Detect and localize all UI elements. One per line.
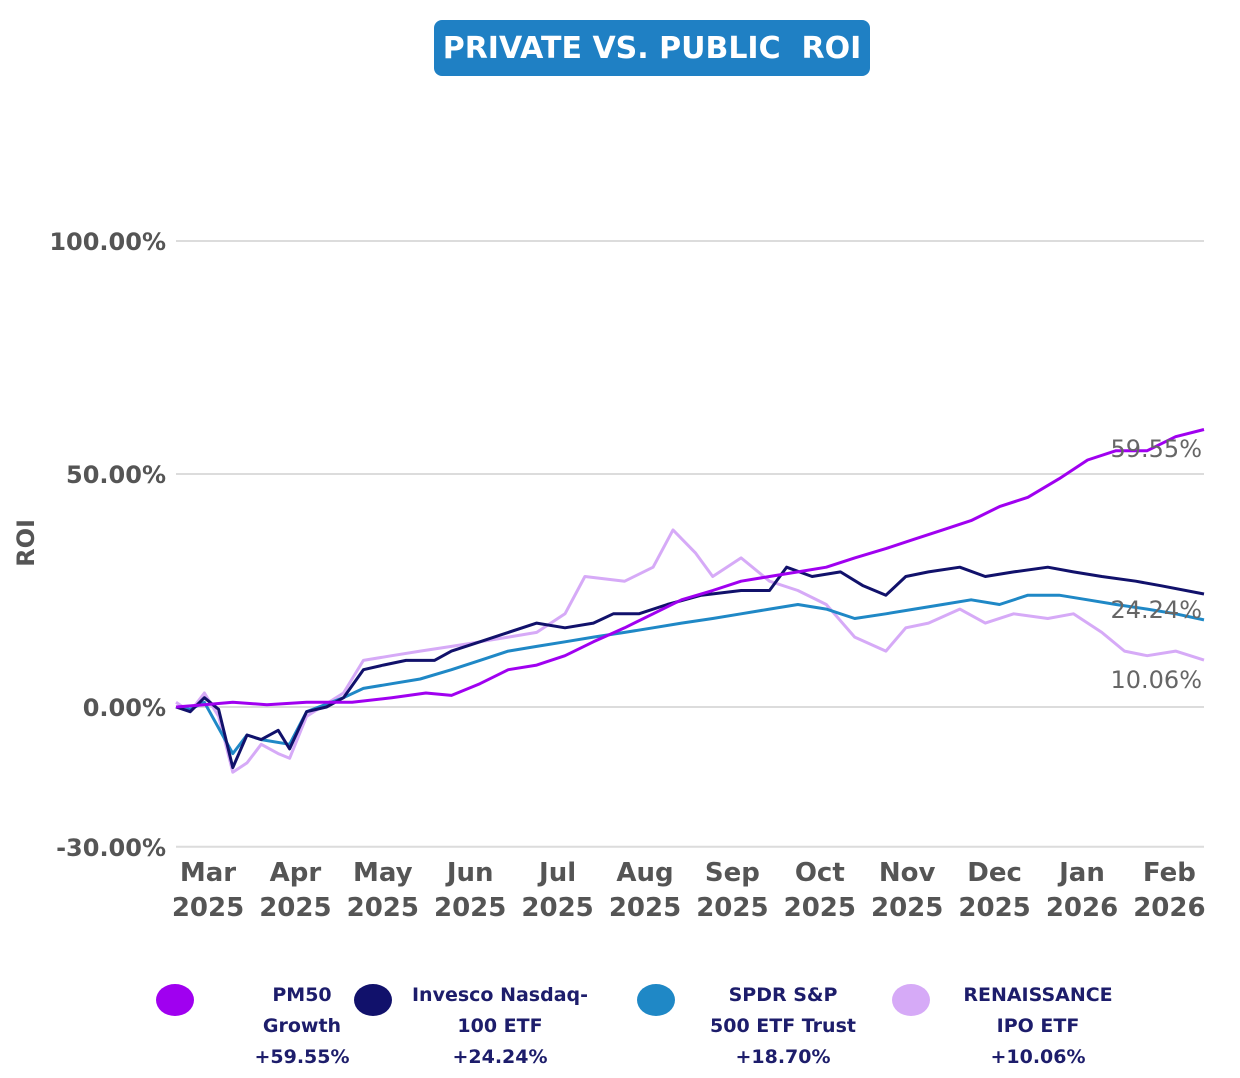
legend-label-line: IPO ETF [996,1015,1080,1037]
y-axis-label: ROI [12,519,40,567]
legend-item: PM50 Growth +59.55% [156,980,406,1072]
x-tick-year: 2025 [521,893,593,923]
end-value-label: 59.55% [1110,435,1202,463]
end-value-label: 10.06% [1110,666,1202,694]
legend-label-line: PM50 [272,984,332,1006]
x-tick-year: 2025 [347,893,419,923]
legend-label-line: 100 ETF [457,1015,543,1037]
x-tick-year: 2025 [784,893,856,923]
legend-label-line: Growth [262,1015,342,1037]
legend-label: SPDR S&P 500 ETF Trust +18.70% [683,980,883,1073]
legend-label-line: +24.24% [452,1046,548,1068]
grid-lines [176,240,1204,848]
x-tick-year: 2025 [871,893,943,923]
x-tick-month: Jan [1057,858,1105,888]
x-tick-month: Aug [616,858,673,888]
x-tick-year: 2025 [958,893,1030,923]
legend-label-line: SPDR S&P [728,984,838,1006]
chart-title: PRIVATE VS. PUBLIC ROI [434,20,870,76]
x-tick-month: Jun [445,858,494,888]
legend-item: RENAISSANCE IPO ETF +10.06% [892,980,1142,1072]
x-tick-month: Nov [879,858,936,888]
end-labels: 59.55% 24.24% 10.06% [1110,435,1202,694]
series-line [175,565,1205,770]
legend-label-line: 500 ETF Trust [710,1015,856,1037]
x-tick-year: 2025 [696,893,768,923]
x-tick-month: Oct [795,858,845,888]
y-tick-label: 100.00% [49,228,166,256]
legend-label-line: +59.55% [254,1046,350,1068]
legend-label-line: +18.70% [735,1046,831,1068]
series-line [175,528,1205,774]
legend-label-line: Invesco Nasdaq- [411,984,589,1006]
legend-label: Invesco Nasdaq- 100 ETF +24.24% [400,980,600,1073]
legend-label: RENAISSANCE IPO ETF +10.06% [938,980,1138,1073]
series-lines [175,428,1205,774]
legend-swatch [892,984,930,1016]
x-tick-month: Jul [537,858,576,888]
x-tick-month: Sep [705,858,760,888]
end-value-label: 24.24% [1110,596,1202,624]
legend-swatch [354,984,392,1016]
x-tick-year: 2025 [259,893,331,923]
x-axis-ticks: Mar 2025 Apr 2025 May 2025 Jun 2025 Jul 2025 Aug 20… [172,858,1206,923]
legend-swatch [156,984,194,1016]
line-chart: 100.00% 50.00% 0.00% -30.00% Mar 2025 Apr 2025… [12,228,1206,923]
legend-item: Invesco Nasdaq- 100 ETF +24.24% [354,980,604,1072]
y-tick-label: 0.00% [83,694,166,722]
series-line [175,428,1205,709]
legend-label-line: +10.06% [990,1046,1086,1068]
x-tick-month: Dec [967,858,1022,888]
x-tick-year: 2025 [609,893,681,923]
legend-swatch [637,984,675,1016]
x-tick-month: Feb [1143,858,1196,888]
legend-item: SPDR S&P 500 ETF Trust +18.70% [637,980,887,1072]
legend-label: PM50 Growth +59.55% [202,980,402,1073]
y-axis-ticks: 100.00% 50.00% 0.00% -30.00% [49,228,166,862]
y-tick-label: -30.00% [56,834,166,862]
x-tick-month: Mar [180,858,236,888]
x-tick-year: 2025 [172,893,244,923]
x-tick-year: 2026 [1046,893,1118,923]
legend: PM50 Growth +59.55% Invesco Nasdaq- 100 ETF +… [0,980,1240,1078]
x-tick-month: Apr [270,858,322,888]
legend-label-line: RENAISSANCE [963,984,1113,1006]
x-tick-year: 2025 [434,893,506,923]
x-tick-year: 2026 [1133,893,1205,923]
x-tick-month: May [353,858,413,888]
y-tick-label: 50.00% [66,461,166,489]
